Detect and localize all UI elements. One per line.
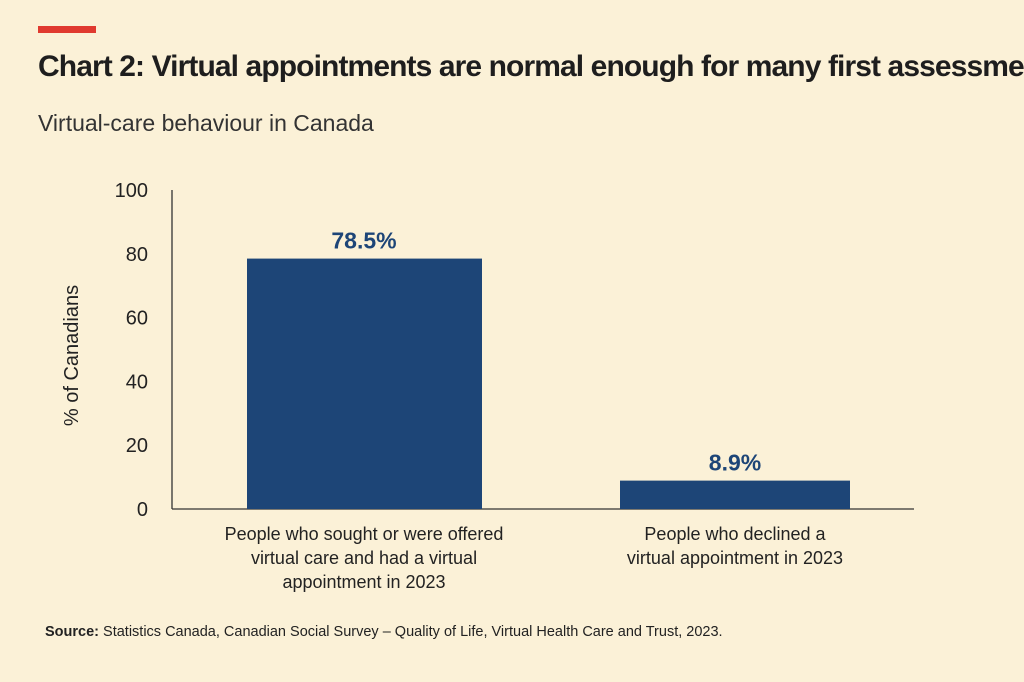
y-tick-label: 60 xyxy=(126,308,148,330)
source-text: Statistics Canada, Canadian Social Surve… xyxy=(99,624,723,640)
y-tick-label: 80 xyxy=(126,244,148,266)
x-tick-label: virtual care and had a virtual xyxy=(251,548,477,568)
chart-subtitle: Virtual-care behaviour in Canada xyxy=(38,110,374,136)
x-tick-label: appointment in 2023 xyxy=(282,572,445,592)
y-axis-title: % of Canadians xyxy=(61,285,83,426)
accent-bar xyxy=(38,26,96,33)
bar xyxy=(620,480,850,509)
x-tick-label: People who sought or were offered xyxy=(225,524,504,544)
data-label: 8.9% xyxy=(709,450,761,476)
y-tick-label: 100 xyxy=(115,180,148,202)
source-label: Source: xyxy=(45,624,99,640)
y-tick-label: 20 xyxy=(126,435,148,457)
y-tick-label: 40 xyxy=(126,371,148,393)
x-tick-label: virtual appointment in 2023 xyxy=(627,548,843,568)
source-note: Source: Statistics Canada, Canadian Soci… xyxy=(45,624,723,640)
x-tick-label: People who declined a xyxy=(644,524,826,544)
data-label: 78.5% xyxy=(331,228,396,254)
bar xyxy=(247,258,482,509)
chart-title: Chart 2: Virtual appointments are normal… xyxy=(38,50,1024,83)
y-tick-label: 0 xyxy=(137,499,148,521)
